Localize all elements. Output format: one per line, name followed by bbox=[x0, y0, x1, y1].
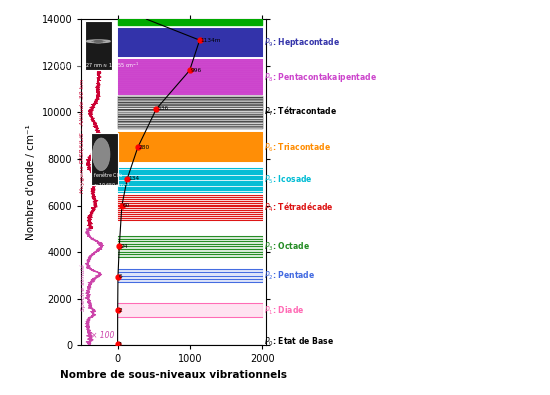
Text: $P_{1}$: Diade: $P_{1}$: Diade bbox=[265, 304, 305, 317]
Text: 1134m: 1134m bbox=[201, 38, 221, 43]
Y-axis label: Nombre d'onde / cm⁻¹: Nombre d'onde / cm⁻¹ bbox=[26, 124, 36, 240]
Text: $P_{2}$: Pentade: $P_{2}$: Pentade bbox=[265, 269, 316, 282]
Bar bbox=[85, 21, 112, 70]
Text: × 100: × 100 bbox=[91, 331, 115, 340]
Text: 280: 280 bbox=[139, 145, 150, 150]
Text: Saturne à 727 nm ≈ 13755 cm$^{-1}$: Saturne à 727 nm ≈ 13755 cm$^{-1}$ bbox=[57, 61, 140, 70]
Text: 6: 6 bbox=[119, 274, 123, 279]
Text: Spectre simulé: Spectre simulé bbox=[80, 263, 86, 310]
Text: $P_{0}$: Etat de Base: $P_{0}$: Etat de Base bbox=[265, 335, 334, 348]
Text: 60: 60 bbox=[123, 203, 130, 208]
Text: 536: 536 bbox=[157, 106, 168, 111]
X-axis label: Nombre de sous-niveaux vibrationnels: Nombre de sous-niveaux vibrationnels bbox=[60, 370, 287, 380]
Text: $P_{6}$: Triacontade: $P_{6}$: Triacontade bbox=[265, 141, 332, 154]
Text: $P_{4}$: Tétradécade: $P_{4}$: Tétradécade bbox=[265, 200, 334, 214]
Text: $P_{7}$: Tétracontade: $P_{7}$: Tétracontade bbox=[265, 104, 338, 118]
Text: $P_{5}$: Icosade: $P_{5}$: Icosade bbox=[265, 174, 313, 186]
Bar bbox=[91, 134, 118, 184]
Ellipse shape bbox=[92, 138, 110, 171]
Text: 24: 24 bbox=[120, 244, 128, 249]
Text: 134: 134 bbox=[128, 176, 139, 181]
Text: $P_{9}$: Heptacontade: $P_{9}$: Heptacontade bbox=[265, 36, 340, 49]
Ellipse shape bbox=[94, 40, 103, 43]
Text: 1: 1 bbox=[118, 342, 122, 346]
Text: Huygens DISR/ULiS – Altitude 30 km: Huygens DISR/ULiS – Altitude 30 km bbox=[80, 79, 85, 193]
Text: $P_{8}$: Pentacontakaipentade: $P_{8}$: Pentacontakaipentade bbox=[265, 71, 377, 84]
Text: 996: 996 bbox=[190, 68, 202, 73]
Text: Titan, fenêtre CH$_4$
939 nm ≈ 10650 cm$^{-1}$: Titan, fenêtre CH$_4$ 939 nm ≈ 10650 cm$… bbox=[73, 170, 130, 190]
Text: 2: 2 bbox=[119, 308, 122, 313]
Text: $P_{3}$: Octade: $P_{3}$: Octade bbox=[265, 240, 311, 253]
